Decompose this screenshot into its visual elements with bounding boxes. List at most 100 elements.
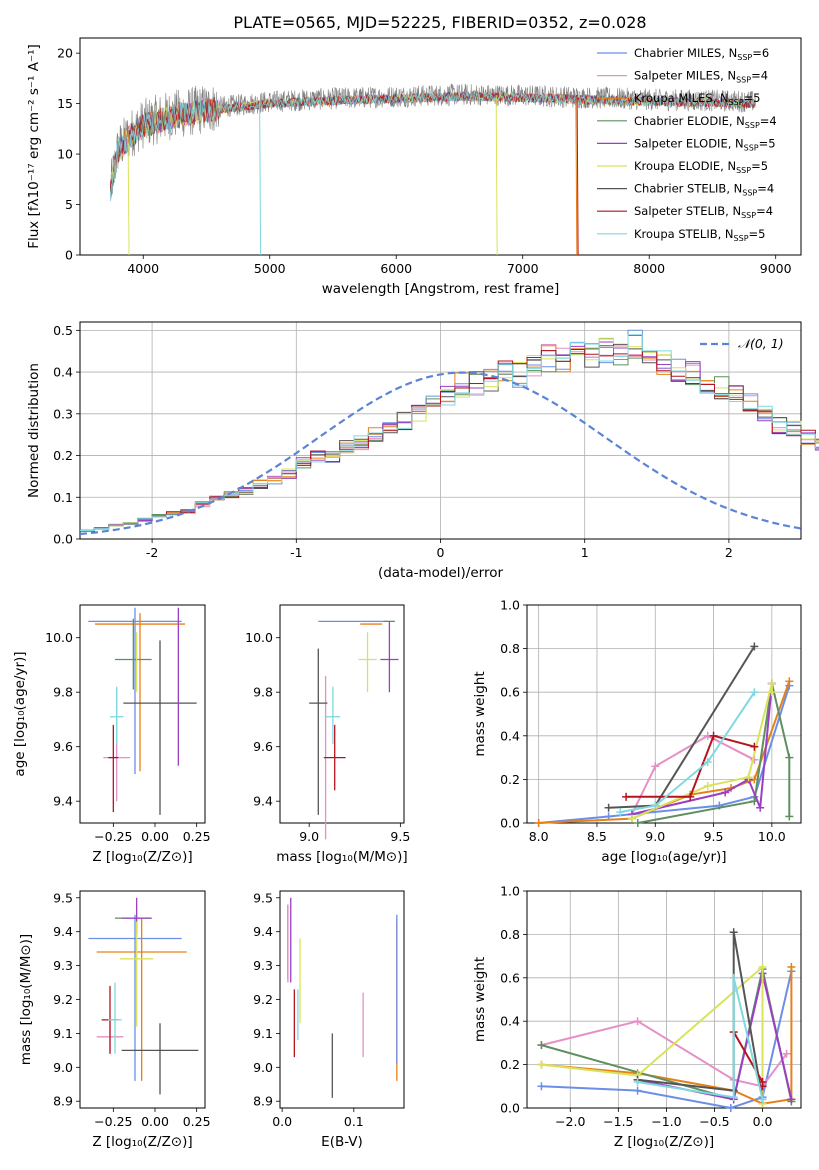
axes-frame [526,890,802,1109]
legend-label: Chabrier STELIB, NSSP=4 [634,182,774,198]
y-tick-label: 9.6 [53,739,73,754]
y-tick-label: 9.2 [53,992,73,1007]
y-tick-label: 9.8 [53,685,73,700]
panels: 4000 5000 6000 7000 8000 900005101520waveleng… [12,37,819,1150]
y-tick-label: 9.0 [253,1060,273,1075]
y-tick-label: 10.0 [245,630,273,645]
y-axis-label: mass weight [472,671,488,756]
y-tick-label: 20 [57,46,73,61]
y-axis-label: Flux [fλ10⁻¹⁷ erg cm⁻² s⁻¹ A⁻¹] [26,44,42,249]
y-tick-label: 0.8 [500,927,520,942]
legend-label: Salpeter STELIB, NSSP=4 [634,204,773,220]
y-tick-label: 9.1 [253,1026,273,1041]
axes-age-vs-Z: −0.25 0.00 0.25 9.4 9.6 9.8 10.0 Z [log₁₀(Z/Z⊙)… [12,604,211,865]
y-tick-label: 9.5 [53,890,73,905]
axes-frame [279,604,405,824]
legend-label: Salpeter ELODIE, NSSP=5 [634,136,776,152]
x-tick-label: 9.5 [704,829,724,844]
x-tick-label: 9.0 [645,829,665,844]
x-tick-label: 0.00 [141,1114,169,1129]
x-tick-label: 6000 [380,261,412,276]
y-tick-label: 0.0 [53,532,73,547]
y-tick-label: 0.2 [500,1057,520,1072]
y-axis-label: mass weight [472,957,488,1042]
x-tick-label: -1 [290,545,302,560]
axes-frame [526,604,802,824]
y-tick-label: 1.0 [500,884,520,899]
y-tick-label: 9.6 [253,739,273,754]
weight-series-line [541,964,764,1104]
y-tick-label: 9.4 [253,794,273,809]
x-tick-label: 9000 [760,261,792,276]
x-tick-label: −0.25 [94,829,132,844]
y-tick-label: 0.4 [500,1014,520,1029]
histogram-series [80,334,819,531]
axes-frame [79,604,206,824]
histogram-series [80,338,819,532]
normal-reference-curve [79,371,802,536]
y-tick-label: 0.6 [500,970,520,985]
x-tick-label: 8.0 [529,829,549,844]
spectrum-dropout [259,102,262,256]
axes-spectrum: 4000 5000 6000 7000 8000 9000 0 5 10 15 20 waveleng… [26,37,802,297]
errorbars-mass-vs-Z [88,897,199,1095]
x-tick-label: -2 [146,545,158,560]
x-tick-label: 9.5 [390,829,410,844]
errorbars-age-vs-mass [309,620,399,840]
x-axis-label: mass [log₁₀(M/M⊙)] [276,849,407,865]
axes-mass-vs-ebv: 0.0 0.1 8.9 9.0 9.1 9.2 9.3 9.4 9.5 E(B-V) [253,890,405,1150]
legend-label: Kroupa ELODIE, NSSP=5 [634,159,768,175]
y-tick-label: 0.8 [500,641,520,656]
axes-mass-weight-vs-age: 8.0 8.5 9.0 9.5 10.0 0.0 0.2 0.4 0.6 0.8 1.0 age [l… [472,598,802,865]
y-tick-label: 0 [65,248,73,263]
histogram-series [80,329,819,532]
x-axis-label: (data-model)/error [378,565,504,581]
y-tick-label: 0.0 [500,816,520,831]
y-tick-label: 9.2 [253,992,273,1007]
y-tick-label: 9.8 [253,685,273,700]
axes-mass-weight-vs-Z: −2.0 −1.5 −1.0 −0.5 0.0 0.0 0.2 0.4 0.6 0.8 1.0 Z [… [472,884,802,1150]
y-tick-label: 1.0 [500,598,520,613]
x-tick-label: −1.5 [603,1114,633,1129]
model-spectrum [110,91,756,199]
spectrum-lines [110,83,756,256]
legend-label: Chabrier MILES, NSSP=6 [634,46,769,62]
weights-mass-weight-vs-Z [537,928,796,1112]
weight-series-line [637,932,764,1100]
spectrum-dropout [575,97,578,256]
errorbars-age-vs-Z [88,607,197,815]
spectrum-legend: Chabrier MILES, NSSP=6 Salpeter MILES, NS… [597,46,777,243]
y-tick-label: 0.1 [53,490,73,505]
y-tick-label: 8.9 [253,1094,273,1109]
errorbars-mass-vs-ebv [287,897,398,1098]
axes-mass-vs-Z: −0.25 0.00 0.25 8.9 9.0 9.1 9.2 9.3 9.4 9.5 Z [log… [18,890,211,1150]
y-tick-label: 5 [65,197,73,212]
x-tick-label: 5000 [254,261,286,276]
y-tick-label: 10.0 [45,630,73,645]
figure-title: PLATE=0565, MJD=52225, FIBERID=0352, z=0… [233,13,646,32]
y-tick-label: 9.4 [53,794,73,809]
y-tick-label: 9.3 [53,958,73,973]
spectrum-dropout [127,136,130,256]
y-tick-label: 9.4 [253,924,273,939]
x-tick-label: 0.0 [753,1114,773,1129]
x-tick-label: 0.00 [141,829,169,844]
x-axis-label: Z [log₁₀(Z/Z⊙)] [614,1134,714,1150]
histogram-series [80,334,819,532]
y-tick-label: 9.5 [253,890,273,905]
legend-label: Kroupa STELIB, NSSP=5 [634,227,765,243]
histogram-series [80,337,819,531]
x-tick-label: 4000 [127,261,159,276]
x-axis-label: Z [log₁₀(Z/Z⊙)] [92,1134,192,1150]
axes-age-vs-mass: 9.0 9.5 9.4 9.6 9.8 10.0 mass [log₁₀(M/M⊙)] [245,604,410,865]
x-axis-label: Z [log₁₀(Z/Z⊙)] [92,849,192,865]
x-tick-label: −0.25 [94,1114,132,1129]
x-axis-label: age [log₁₀(age/yr)] [601,849,726,865]
weights-mass-weight-vs-age [534,642,794,827]
y-axis-label: Normed distribution [26,363,42,498]
y-tick-label: 9.0 [53,1060,73,1075]
histogram-series [80,335,819,531]
x-tick-label: 2 [725,545,733,560]
y-tick-label: 9.1 [53,1026,73,1041]
